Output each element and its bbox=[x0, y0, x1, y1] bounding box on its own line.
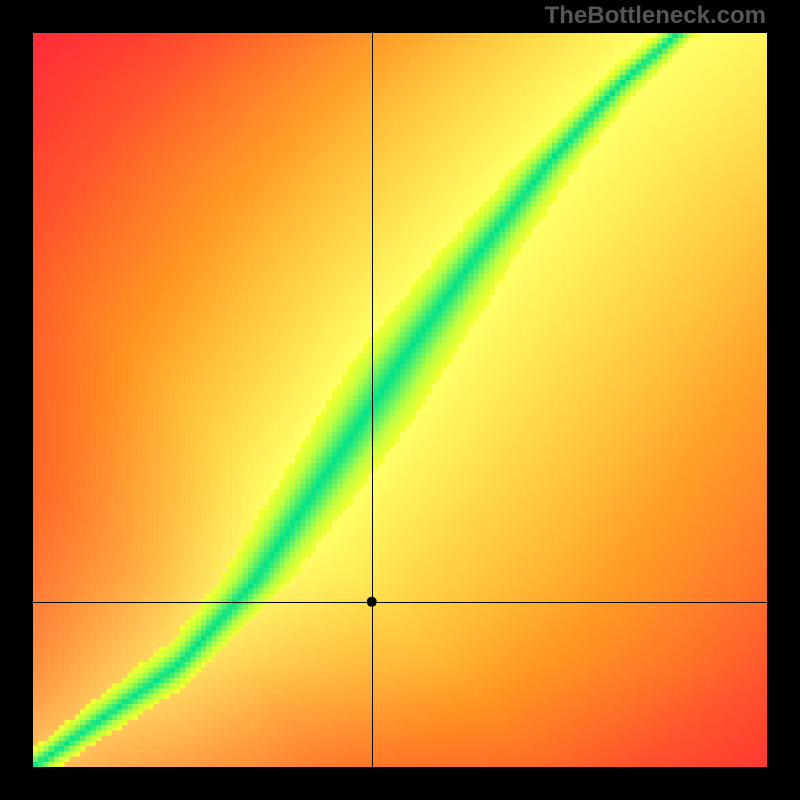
outer-frame: TheBottleneck.com bbox=[0, 0, 800, 800]
watermark-text: TheBottleneck.com bbox=[545, 2, 766, 30]
overlay-canvas bbox=[33, 33, 767, 767]
heatmap-plot bbox=[33, 33, 767, 767]
